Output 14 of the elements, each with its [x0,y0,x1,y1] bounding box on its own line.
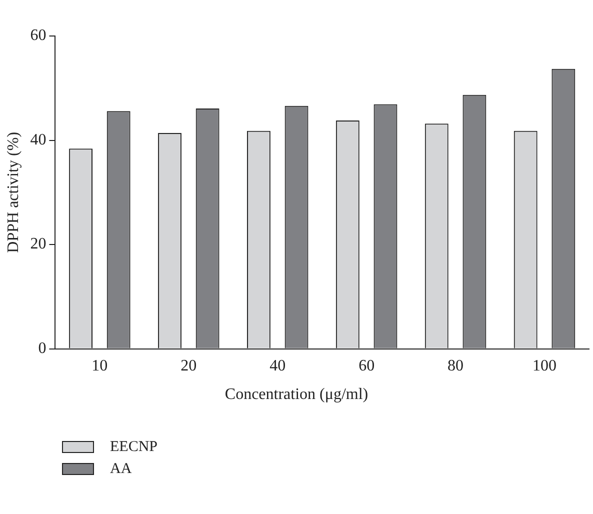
x-tick-label: 20 [180,358,197,375]
y-tick-label: 60 [30,27,46,44]
x-tick-label: 40 [270,358,286,375]
y-axis-title: DPPH activity (%) [4,132,22,253]
y-tick-label: 0 [38,340,46,358]
legend-label: AA [110,460,132,478]
x-axis-title: Concentration (μg/ml) [224,386,370,404]
x-tick-label: 100 [532,358,557,375]
x-tick-label: 80 [448,358,464,375]
legend-label: EECNP [110,438,158,456]
x-tick-label: 10 [92,358,108,375]
y-tick-label: 20 [30,236,46,253]
x-tick-label: 60 [358,358,375,375]
y-tick-label: 40 [30,131,46,148]
